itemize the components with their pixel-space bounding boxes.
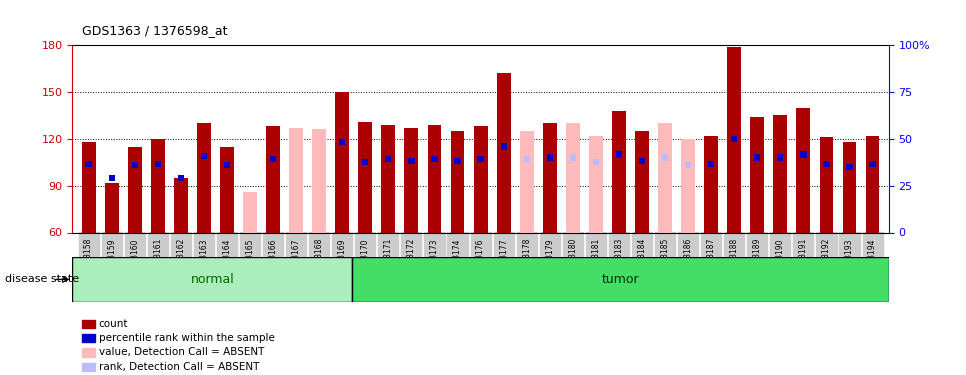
Bar (615, 151, 622, 157)
Bar (82, 363, 95, 371)
Bar (82, 142, 96, 232)
Bar (612, 111, 626, 232)
Bar (82, 320, 95, 328)
Bar (639, 158, 645, 164)
Text: count: count (99, 319, 128, 329)
Text: rank, Detection Call = ABSENT: rank, Detection Call = ABSENT (99, 362, 259, 372)
Bar (704, 136, 718, 232)
Bar (108, 175, 115, 181)
Bar (382, 124, 395, 232)
Bar (405, 128, 418, 232)
Bar (270, 156, 276, 162)
Bar (353, 257, 889, 302)
Bar (685, 162, 692, 168)
Bar (178, 175, 184, 181)
Bar (358, 122, 372, 232)
Bar (131, 162, 138, 168)
Bar (589, 136, 603, 232)
Bar (846, 164, 853, 170)
Bar (570, 154, 576, 160)
Bar (243, 192, 257, 232)
Bar (708, 160, 714, 167)
Bar (155, 160, 161, 167)
Bar (220, 147, 234, 232)
Bar (797, 108, 810, 232)
Text: percentile rank within the sample: percentile rank within the sample (99, 333, 274, 343)
Bar (428, 124, 441, 232)
Bar (754, 154, 760, 160)
Bar (662, 154, 668, 160)
Bar (681, 139, 695, 232)
Bar (800, 151, 807, 157)
Text: disease state: disease state (5, 274, 79, 284)
Bar (500, 144, 507, 150)
Bar (174, 178, 187, 232)
Bar (128, 147, 142, 232)
Text: normal: normal (190, 273, 235, 286)
Bar (731, 136, 737, 142)
Text: GDS1363 / 1376598_at: GDS1363 / 1376598_at (82, 24, 228, 38)
Bar (454, 158, 461, 164)
Bar (267, 126, 280, 232)
Bar (751, 117, 764, 232)
Bar (497, 73, 511, 232)
Bar (473, 126, 488, 232)
Bar (82, 348, 95, 357)
Bar (819, 137, 834, 232)
Bar (339, 139, 346, 145)
Bar (312, 129, 327, 232)
Bar (385, 156, 391, 162)
Bar (362, 159, 368, 165)
Bar (289, 128, 303, 232)
Bar (151, 139, 164, 232)
Bar (72, 257, 353, 302)
Bar (778, 154, 783, 160)
Bar (104, 183, 119, 232)
Bar (450, 131, 465, 232)
Bar (593, 159, 599, 165)
Bar (520, 131, 533, 232)
Text: tumor: tumor (602, 273, 639, 286)
Bar (201, 153, 207, 159)
Bar (869, 160, 876, 167)
Bar (727, 46, 741, 232)
Bar (224, 162, 230, 168)
Bar (197, 123, 211, 232)
Bar (409, 158, 414, 164)
Bar (547, 154, 553, 160)
Bar (866, 136, 879, 232)
Text: value, Detection Call = ABSENT: value, Detection Call = ABSENT (99, 348, 264, 357)
Bar (566, 123, 580, 232)
Bar (635, 131, 649, 232)
Bar (774, 116, 787, 232)
Bar (658, 123, 672, 232)
Bar (823, 160, 830, 167)
Bar (432, 156, 438, 162)
Bar (477, 156, 484, 162)
Bar (543, 123, 556, 232)
Bar (85, 160, 92, 167)
Bar (335, 92, 349, 232)
Bar (842, 142, 857, 232)
Bar (524, 156, 529, 162)
Bar (82, 334, 95, 342)
